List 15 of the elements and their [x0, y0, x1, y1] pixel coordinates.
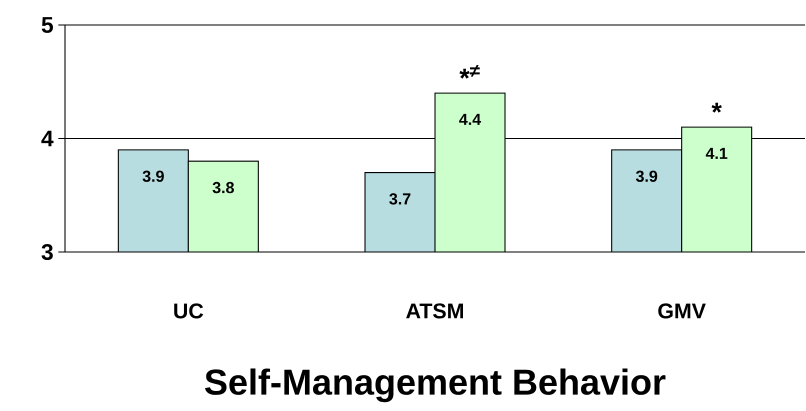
x-tick-label: UC	[174, 303, 204, 318]
y-tick-label: 4	[41, 130, 54, 146]
data-label: 3.8	[212, 182, 234, 194]
y-tick-label: 3	[42, 244, 53, 260]
y-tick-label: 5	[42, 17, 53, 33]
annotation: *	[712, 102, 722, 113]
annotation: *$^{≠}$	[459, 64, 480, 79]
data-label: 3.9	[142, 170, 164, 182]
x-tick-label: GMV	[658, 303, 706, 318]
data-label: 3.9	[636, 170, 658, 182]
x-axis-title: Self-Management Behavior	[204, 368, 666, 402]
data-label: 3.7	[389, 193, 410, 205]
x-tick-label: ATSM	[406, 303, 463, 318]
data-label: 4.4	[459, 114, 482, 125]
data-label: 4.1	[706, 148, 728, 159]
